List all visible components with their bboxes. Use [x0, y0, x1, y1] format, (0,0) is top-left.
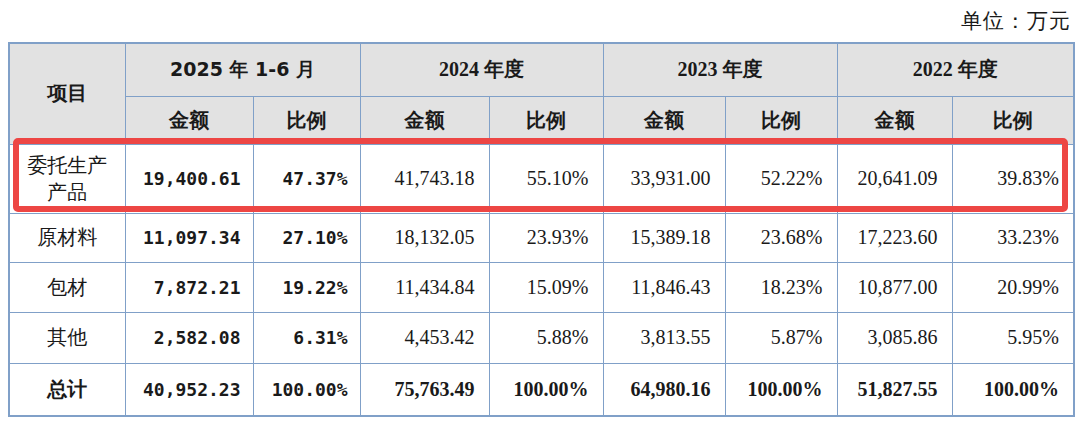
cell-2023-ratio: 18.23% [725, 262, 837, 312]
table-row-raw-materials: 原材料 11,097.34 27.10% 18,132.05 23.93% 15… [9, 213, 1074, 262]
cell-2023-ratio: 100.00% [725, 363, 837, 416]
table-row-total: 总计 40,952.23 100.00% 75,763.49 100.00% 6… [9, 363, 1074, 416]
cell-2023-ratio: 23.68% [725, 213, 837, 262]
column-group-2025: 2025 年 1-6 月 [125, 43, 360, 96]
cell-2024-amount: 18,132.05 [360, 213, 489, 262]
cell-2025-amount: 11,097.34 [125, 213, 253, 262]
cost-composition-table: 项目 2025 年 1-6 月 2024 年度 2023 年度 2022 年度 … [8, 42, 1075, 417]
table-row-packaging: 包材 7,872.21 19.22% 11,434.84 15.09% 11,8… [9, 262, 1074, 312]
column-header-amount-2025: 金额 [125, 96, 253, 144]
column-header-ratio-2023: 比例 [725, 96, 837, 144]
cell-2022-ratio: 100.00% [952, 363, 1074, 416]
cell-2022-amount: 10,877.00 [837, 262, 952, 312]
row-label: 其他 [9, 312, 125, 363]
table-row-other: 其他 2,582.08 6.31% 4,453.42 5.88% 3,813.5… [9, 312, 1074, 363]
column-group-2024: 2024 年度 [360, 43, 603, 96]
column-header-ratio-2022: 比例 [952, 96, 1074, 144]
row-label: 委托生产产品 [9, 144, 125, 213]
column-header-amount-2024: 金额 [360, 96, 489, 144]
cell-2022-ratio: 39.83% [952, 144, 1074, 213]
cell-2022-amount: 17,223.60 [837, 213, 952, 262]
cell-2024-ratio: 5.88% [489, 312, 603, 363]
column-header-amount-2022: 金额 [837, 96, 952, 144]
cell-2023-amount: 11,846.43 [603, 262, 725, 312]
cell-2022-amount: 20,641.09 [837, 144, 952, 213]
cell-2022-amount: 3,085.86 [837, 312, 952, 363]
row-label: 总计 [9, 363, 125, 416]
cell-2025-amount: 7,872.21 [125, 262, 253, 312]
cell-2025-ratio: 27.10% [253, 213, 360, 262]
cell-2024-amount: 11,434.84 [360, 262, 489, 312]
cell-2025-ratio: 100.00% [253, 363, 360, 416]
cell-2025-amount: 40,952.23 [125, 363, 253, 416]
row-label: 原材料 [9, 213, 125, 262]
column-header-ratio-2024: 比例 [489, 96, 603, 144]
cell-2022-amount: 51,827.55 [837, 363, 952, 416]
cell-2023-amount: 3,813.55 [603, 312, 725, 363]
cell-2023-amount: 33,931.00 [603, 144, 725, 213]
cell-2024-amount: 75,763.49 [360, 363, 489, 416]
cell-2024-ratio: 55.10% [489, 144, 603, 213]
column-group-2022: 2022 年度 [837, 43, 1074, 96]
cell-2022-ratio: 5.95% [952, 312, 1074, 363]
cell-2024-ratio: 23.93% [489, 213, 603, 262]
document-page: 单位：万元 项目 2025 年 1-6 月 2024 年度 2023 年度 20… [0, 0, 1080, 421]
row-label: 包材 [9, 262, 125, 312]
cell-2023-ratio: 52.22% [725, 144, 837, 213]
column-header-amount-2023: 金额 [603, 96, 725, 144]
unit-label: 单位：万元 [961, 7, 1071, 35]
cell-2025-ratio: 47.37% [253, 144, 360, 213]
cell-2024-amount: 4,453.42 [360, 312, 489, 363]
cell-2023-amount: 64,980.16 [603, 363, 725, 416]
cell-2025-amount: 19,400.61 [125, 144, 253, 213]
cell-2022-ratio: 20.99% [952, 262, 1074, 312]
cell-2023-amount: 15,389.18 [603, 213, 725, 262]
cell-2024-amount: 41,743.18 [360, 144, 489, 213]
column-header-item: 项目 [9, 43, 125, 144]
cell-2025-ratio: 6.31% [253, 312, 360, 363]
table-row-commissioned-products: 委托生产产品 19,400.61 47.37% 41,743.18 55.10%… [9, 144, 1074, 213]
cell-2022-ratio: 33.23% [952, 213, 1074, 262]
cell-2025-ratio: 19.22% [253, 262, 360, 312]
cell-2024-ratio: 100.00% [489, 363, 603, 416]
cell-2023-ratio: 5.87% [725, 312, 837, 363]
column-group-2023: 2023 年度 [603, 43, 837, 96]
column-header-ratio-2025: 比例 [253, 96, 360, 144]
cell-2025-amount: 2,582.08 [125, 312, 253, 363]
cell-2024-ratio: 15.09% [489, 262, 603, 312]
